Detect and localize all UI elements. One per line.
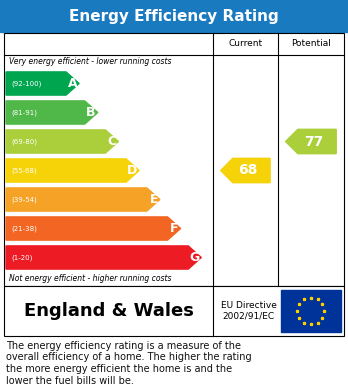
Text: F: F	[170, 222, 179, 235]
Text: Very energy efficient - lower running costs: Very energy efficient - lower running co…	[9, 57, 172, 66]
Text: E: E	[149, 193, 158, 206]
Text: The energy efficiency rating is a measure of the: The energy efficiency rating is a measur…	[6, 341, 241, 351]
Polygon shape	[6, 217, 181, 240]
Polygon shape	[6, 72, 79, 95]
Bar	[0, 0, 348, 32]
Text: D: D	[127, 164, 137, 177]
Text: (39-54): (39-54)	[11, 196, 37, 203]
Text: Not energy efficient - higher running costs: Not energy efficient - higher running co…	[9, 274, 172, 283]
Bar	[281, 290, 341, 332]
Polygon shape	[6, 101, 98, 124]
Text: (81-91): (81-91)	[11, 109, 37, 116]
Text: (21-38): (21-38)	[11, 225, 37, 232]
Text: 77: 77	[304, 135, 323, 149]
Polygon shape	[285, 129, 336, 154]
Text: B: B	[86, 106, 96, 119]
Text: Potential: Potential	[291, 39, 331, 48]
Text: (69-80): (69-80)	[11, 138, 37, 145]
Text: Current: Current	[228, 39, 262, 48]
Text: 68: 68	[238, 163, 258, 178]
Text: (1-20): (1-20)	[11, 254, 32, 261]
Text: (92-100): (92-100)	[11, 80, 41, 87]
Text: (55-68): (55-68)	[11, 167, 37, 174]
Polygon shape	[6, 159, 139, 182]
Text: G: G	[189, 251, 199, 264]
Polygon shape	[221, 158, 270, 183]
Text: England & Wales: England & Wales	[24, 302, 193, 320]
Text: overall efficiency of a home. The higher the rating: overall efficiency of a home. The higher…	[6, 353, 252, 362]
Polygon shape	[6, 188, 160, 211]
Text: Energy Efficiency Rating: Energy Efficiency Rating	[69, 9, 279, 23]
Text: the more energy efficient the home is and the: the more energy efficient the home is an…	[6, 364, 232, 374]
Text: EU Directive
2002/91/EC: EU Directive 2002/91/EC	[221, 301, 277, 321]
Text: A: A	[68, 77, 77, 90]
Text: lower the fuel bills will be.: lower the fuel bills will be.	[6, 375, 134, 386]
Polygon shape	[6, 246, 201, 269]
Text: C: C	[107, 135, 117, 148]
Bar	[4, 33, 344, 286]
Bar	[4, 286, 344, 336]
Polygon shape	[6, 130, 118, 153]
